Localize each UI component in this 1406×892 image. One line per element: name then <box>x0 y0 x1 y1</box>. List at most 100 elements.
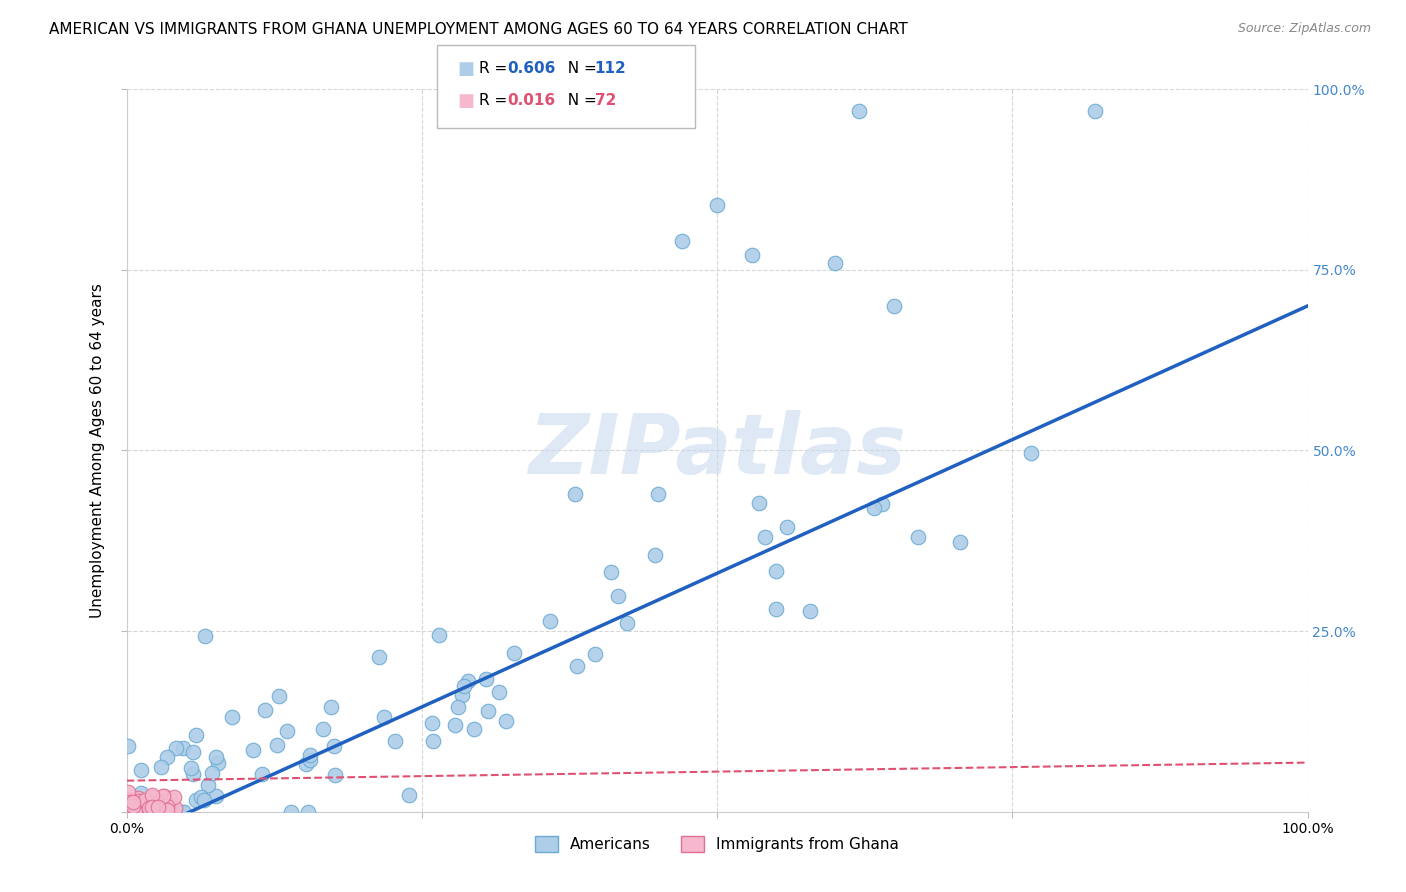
Point <box>475 672 498 686</box>
Point <box>280 805 302 819</box>
Point <box>173 805 195 819</box>
Text: ZIPatlas: ZIPatlas <box>529 410 905 491</box>
Point <box>848 103 870 118</box>
Point <box>165 741 187 756</box>
Point <box>297 805 319 819</box>
Legend: Americans, Immigrants from Ghana: Americans, Immigrants from Ghana <box>529 830 905 858</box>
Text: ■: ■ <box>457 60 474 78</box>
Point <box>159 797 181 812</box>
Point <box>120 797 142 811</box>
Point <box>647 487 669 501</box>
Point <box>172 805 194 819</box>
Text: 0.606: 0.606 <box>508 62 555 76</box>
Point <box>312 723 335 737</box>
Point <box>115 803 138 817</box>
Point <box>156 750 179 764</box>
Point <box>152 805 174 819</box>
Point <box>181 766 204 780</box>
Point <box>122 802 145 816</box>
Point <box>121 804 143 818</box>
Point <box>862 500 884 515</box>
Point <box>870 496 893 510</box>
Point <box>184 728 207 742</box>
Point <box>128 794 150 808</box>
Point <box>132 802 155 816</box>
Point <box>463 723 485 737</box>
Point <box>447 700 470 714</box>
Point <box>120 799 142 814</box>
Point <box>799 604 821 618</box>
Point <box>121 795 143 809</box>
Point <box>121 797 143 812</box>
Point <box>644 549 666 563</box>
Point <box>146 797 169 811</box>
Point <box>706 198 728 212</box>
Point <box>124 804 146 818</box>
Point <box>197 778 219 792</box>
Point <box>606 590 628 604</box>
Point <box>141 801 163 815</box>
Point <box>124 802 146 816</box>
Text: 72: 72 <box>595 94 616 108</box>
Point <box>194 629 217 643</box>
Y-axis label: Unemployment Among Ages 60 to 64 years: Unemployment Among Ages 60 to 64 years <box>90 283 105 618</box>
Point <box>150 800 173 814</box>
Point <box>322 739 344 753</box>
Point <box>150 805 173 819</box>
Point <box>121 805 143 819</box>
Point <box>138 797 160 812</box>
Text: N =: N = <box>558 94 602 108</box>
Point <box>141 800 163 814</box>
Point <box>180 761 202 775</box>
Point <box>125 792 148 806</box>
Point <box>242 743 264 757</box>
Point <box>267 689 290 703</box>
Point <box>153 801 176 815</box>
Point <box>124 799 146 814</box>
Point <box>138 801 160 815</box>
Point <box>453 679 475 693</box>
Point <box>1084 103 1107 118</box>
Point <box>163 789 186 804</box>
Point <box>150 759 173 773</box>
Point <box>824 255 846 269</box>
Point <box>131 801 153 815</box>
Point <box>600 565 623 579</box>
Point <box>298 753 321 767</box>
Point <box>129 763 152 777</box>
Text: ■: ■ <box>457 92 474 110</box>
Point <box>117 785 139 799</box>
Point <box>450 688 472 702</box>
Point <box>1019 446 1042 460</box>
Text: 0.016: 0.016 <box>508 94 555 108</box>
Point <box>121 802 143 816</box>
Point <box>128 801 150 815</box>
Point <box>949 535 972 549</box>
Point <box>193 793 215 807</box>
Point <box>148 798 170 813</box>
Point <box>129 803 152 817</box>
Point <box>143 805 166 819</box>
Point <box>495 714 517 728</box>
Point <box>124 801 146 815</box>
Point <box>135 805 157 819</box>
Point <box>488 685 510 699</box>
Point <box>373 710 395 724</box>
Point <box>156 803 179 817</box>
Point <box>564 487 586 501</box>
Point <box>118 798 141 813</box>
Point <box>132 805 155 819</box>
Point <box>266 738 288 752</box>
Point <box>128 797 150 811</box>
Point <box>190 789 212 804</box>
Point <box>118 804 141 818</box>
Point <box>122 798 145 813</box>
Point <box>221 710 243 724</box>
Point <box>321 699 343 714</box>
Text: 112: 112 <box>595 62 627 76</box>
Text: Source: ZipAtlas.com: Source: ZipAtlas.com <box>1237 22 1371 36</box>
Point <box>250 767 273 781</box>
Point <box>124 803 146 817</box>
Point <box>205 749 228 764</box>
Point <box>117 799 139 814</box>
